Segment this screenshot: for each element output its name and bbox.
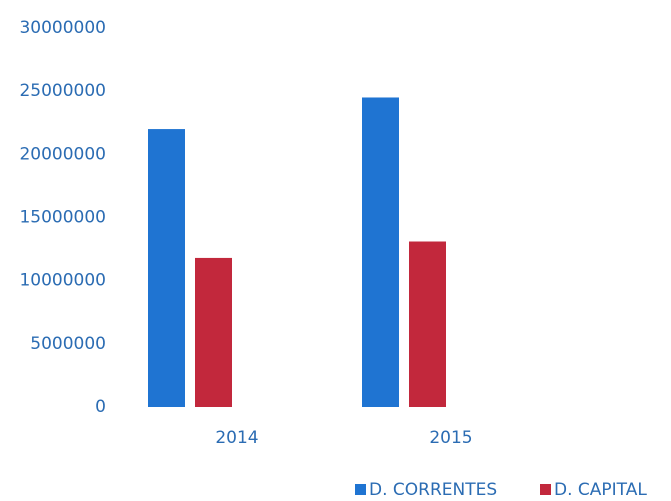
x-tick-label: 2015	[429, 428, 472, 448]
y-tick-label: 10000000	[19, 271, 106, 291]
bar	[148, 129, 185, 408]
legend-label: D. CAPITAL	[554, 480, 647, 500]
y-tick-label: 20000000	[19, 144, 106, 164]
legend-swatch	[355, 484, 366, 495]
y-tick-label: 5000000	[30, 334, 106, 354]
y-tick-label: 0	[95, 397, 106, 417]
bar	[362, 97, 399, 407]
legend-swatch	[540, 484, 551, 495]
y-tick-label: 15000000	[19, 208, 106, 228]
bar	[409, 241, 446, 407]
x-tick-label: 2014	[215, 428, 258, 448]
bar	[195, 257, 232, 407]
y-tick-label: 30000000	[19, 18, 106, 38]
y-tick-label: 25000000	[19, 81, 106, 101]
legend-label: D. CORRENTES	[369, 480, 497, 500]
